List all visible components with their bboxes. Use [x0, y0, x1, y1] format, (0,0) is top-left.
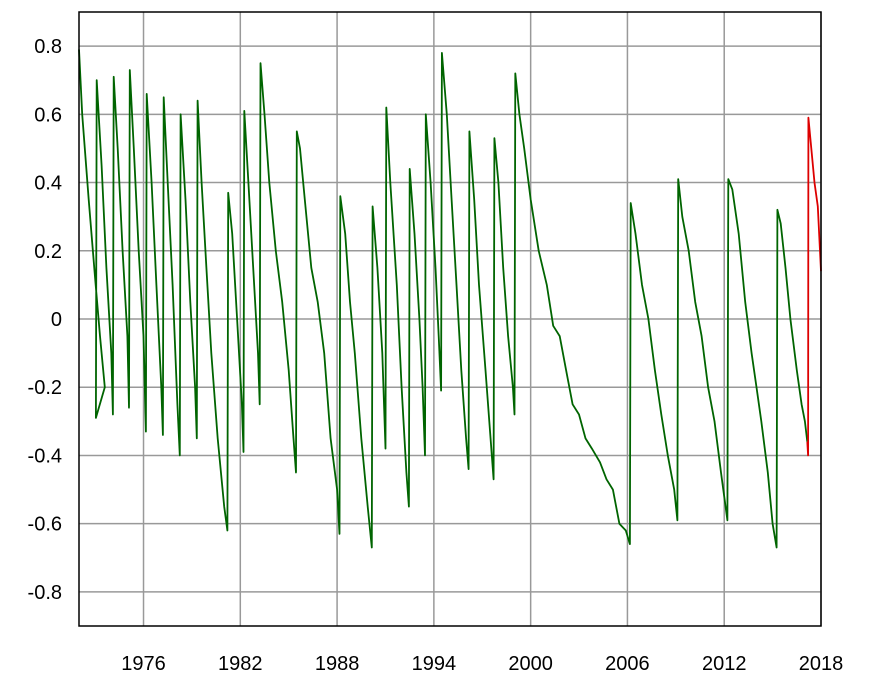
data-series [78, 49, 822, 549]
y-tick-label: -0.4 [28, 445, 62, 467]
x-tick-label: 1994 [412, 653, 457, 675]
series-line-red [806, 116, 822, 457]
y-tick-label: 0.6 [34, 104, 62, 126]
y-tick-label: -0.6 [28, 514, 62, 536]
y-tick-label: -0.2 [28, 377, 62, 399]
y-tick-label: -0.8 [28, 582, 62, 604]
x-tick-label: 2012 [702, 653, 747, 675]
y-tick-label: 0.2 [34, 241, 62, 263]
y-tick-label: 0 [51, 309, 62, 331]
x-tick-label: 2000 [508, 653, 553, 675]
x-axis-tick-labels: 1976 1982 1988 1994 2000 2006 2012 2018 [121, 653, 843, 675]
x-tick-label: 2006 [605, 653, 650, 675]
series-line-green [78, 49, 809, 549]
x-tick-label: 1982 [218, 653, 263, 675]
plot-frame [78, 11, 822, 627]
x-tick-label: 2018 [799, 653, 844, 675]
y-axis-tick-labels: 0.8 0.6 0.4 0.2 0 -0.2 -0.4 -0.6 -0.8 [28, 36, 62, 604]
y-tick-label: 0.8 [34, 36, 62, 58]
y-tick-label: 0.4 [34, 173, 62, 195]
x-tick-label: 1976 [121, 653, 166, 675]
x-tick-label: 1988 [315, 653, 360, 675]
